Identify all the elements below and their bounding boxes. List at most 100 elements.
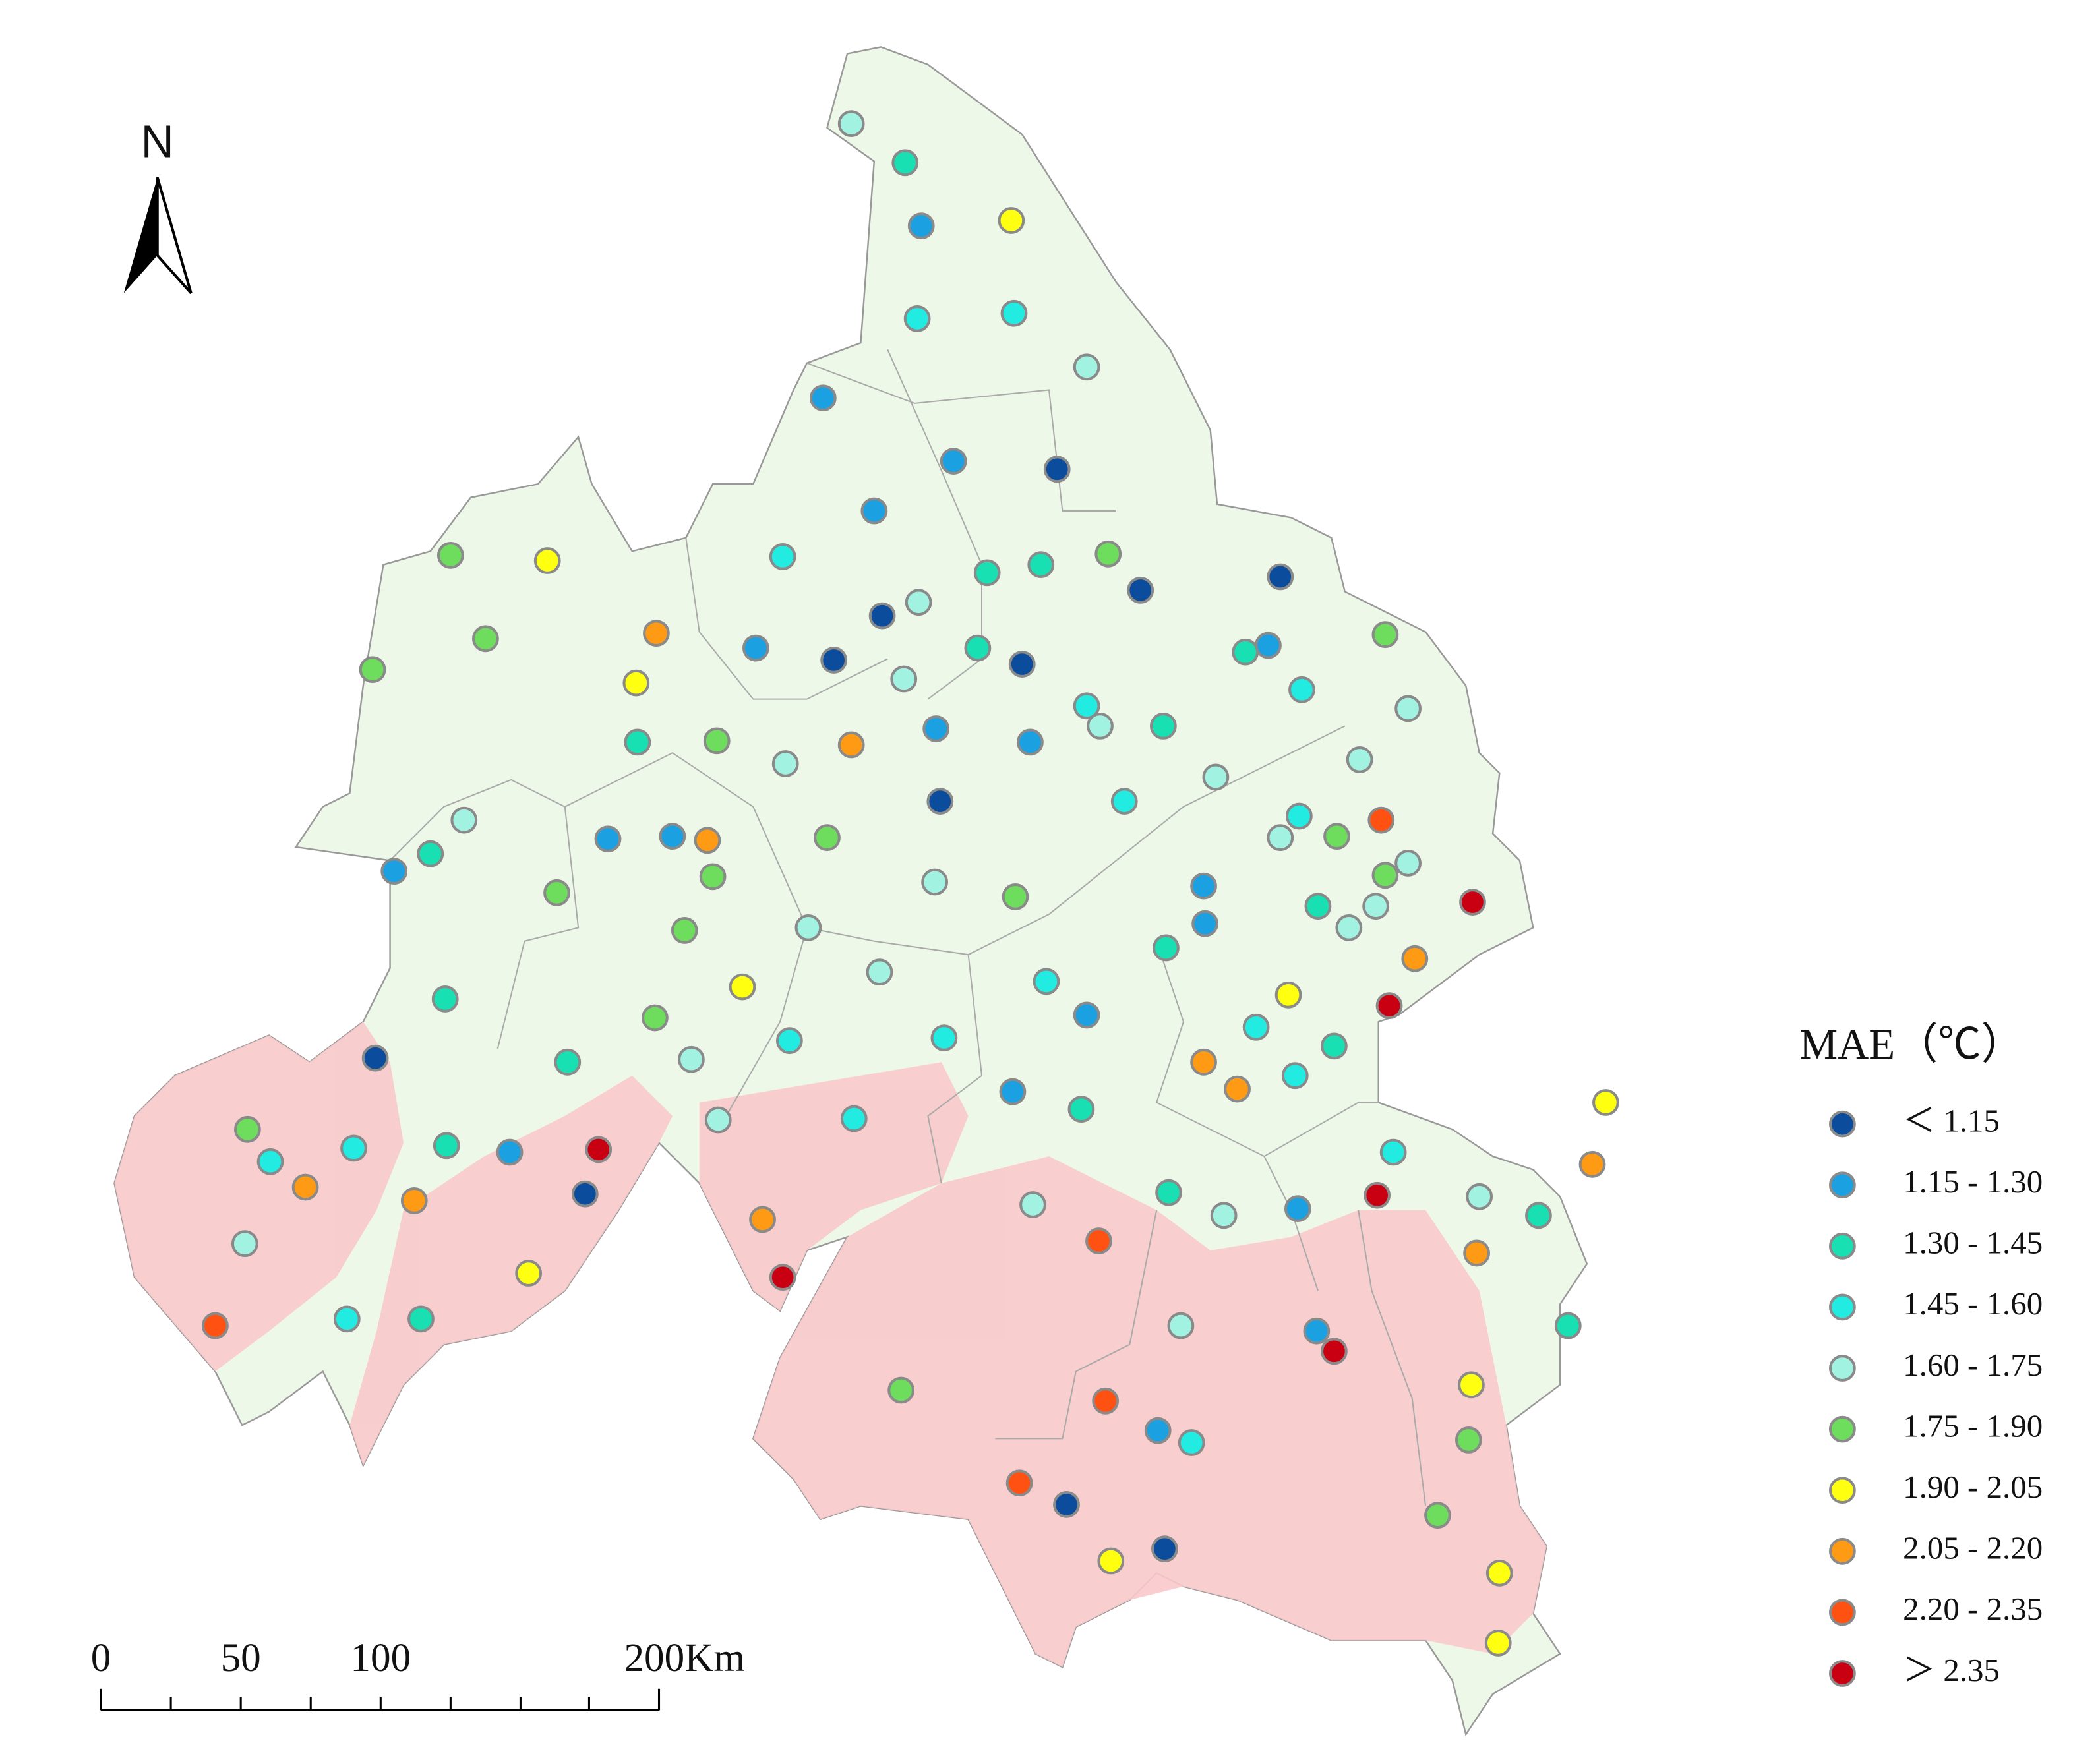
legend-swatch bbox=[1828, 1232, 1856, 1260]
station bbox=[1371, 862, 1399, 889]
station bbox=[1151, 1535, 1178, 1563]
station bbox=[837, 731, 865, 759]
station bbox=[1191, 910, 1218, 937]
station bbox=[571, 1180, 599, 1208]
station bbox=[594, 825, 622, 853]
station bbox=[1094, 540, 1122, 568]
station bbox=[1053, 1490, 1080, 1518]
station bbox=[1459, 889, 1486, 916]
legend-swatch bbox=[1828, 1293, 1856, 1321]
station bbox=[359, 656, 386, 684]
station bbox=[1281, 1062, 1309, 1090]
station bbox=[1285, 802, 1313, 830]
station bbox=[999, 1078, 1027, 1105]
station bbox=[1000, 299, 1028, 327]
station bbox=[450, 806, 478, 834]
legend-label: ＞ 2.35 bbox=[1903, 1652, 2000, 1688]
station bbox=[1346, 746, 1373, 773]
scale-label: 50 bbox=[221, 1635, 261, 1680]
station bbox=[533, 547, 561, 574]
station bbox=[1110, 788, 1138, 815]
legend-swatch bbox=[1828, 1110, 1856, 1138]
station bbox=[1017, 728, 1044, 756]
station bbox=[1097, 1547, 1125, 1575]
station bbox=[1401, 945, 1429, 972]
station bbox=[769, 1264, 796, 1291]
station bbox=[973, 559, 1001, 587]
legend-swatch bbox=[1828, 1537, 1856, 1565]
station bbox=[1242, 1013, 1270, 1041]
station bbox=[1367, 806, 1395, 834]
station bbox=[1008, 651, 1036, 678]
stations bbox=[202, 110, 1619, 1657]
legend-swatch bbox=[1828, 1171, 1856, 1199]
station bbox=[407, 1305, 435, 1333]
station bbox=[930, 1024, 958, 1051]
station bbox=[1592, 1089, 1619, 1116]
station bbox=[340, 1134, 367, 1162]
station bbox=[1335, 914, 1363, 941]
station bbox=[866, 958, 893, 986]
station bbox=[1578, 1150, 1606, 1178]
station bbox=[1375, 992, 1403, 1020]
station bbox=[1321, 1032, 1348, 1060]
station bbox=[1085, 1227, 1112, 1254]
station bbox=[233, 1115, 261, 1143]
station bbox=[417, 840, 444, 867]
station bbox=[1304, 893, 1332, 920]
scale-label: 100 bbox=[350, 1635, 411, 1680]
legend-label: ＜ 1.15 bbox=[1903, 1102, 2000, 1138]
station bbox=[1394, 850, 1422, 877]
station bbox=[703, 727, 731, 755]
station bbox=[1210, 1202, 1238, 1229]
station bbox=[643, 620, 670, 647]
legend-label: 1.45 - 1.60 bbox=[1903, 1285, 2043, 1322]
station bbox=[1364, 1181, 1391, 1209]
station bbox=[1153, 934, 1180, 962]
station bbox=[926, 788, 954, 815]
station bbox=[998, 207, 1025, 234]
station bbox=[1087, 713, 1114, 740]
station bbox=[1002, 883, 1029, 910]
station bbox=[1371, 621, 1399, 649]
station bbox=[1092, 1387, 1120, 1415]
station bbox=[431, 985, 459, 1013]
station bbox=[1323, 823, 1350, 850]
scale-label: 200Km bbox=[624, 1635, 745, 1680]
station bbox=[1190, 1048, 1217, 1076]
station bbox=[1554, 1312, 1582, 1339]
station bbox=[1127, 577, 1154, 604]
station bbox=[1202, 763, 1230, 791]
station bbox=[840, 1105, 868, 1132]
station bbox=[1525, 1202, 1552, 1229]
mountains bbox=[114, 1022, 1547, 1668]
station bbox=[699, 863, 727, 891]
legend-swatch bbox=[1828, 1415, 1856, 1443]
legend-title: MAE（℃） bbox=[1799, 1021, 2024, 1069]
legend-swatch bbox=[1828, 1477, 1856, 1504]
station bbox=[1033, 968, 1060, 995]
station bbox=[1463, 1239, 1490, 1267]
station bbox=[361, 1044, 389, 1072]
station bbox=[794, 914, 822, 941]
station bbox=[436, 541, 464, 569]
station bbox=[671, 917, 698, 944]
scale-labels: 0 50 100 200Km bbox=[91, 1635, 745, 1680]
station bbox=[820, 647, 848, 674]
station bbox=[1267, 563, 1294, 591]
station bbox=[333, 1305, 361, 1333]
station bbox=[1019, 1191, 1046, 1218]
station bbox=[256, 1148, 284, 1175]
station bbox=[890, 665, 918, 693]
station bbox=[1043, 456, 1071, 483]
station bbox=[887, 1376, 915, 1404]
station bbox=[1454, 1426, 1482, 1454]
station bbox=[1362, 893, 1390, 920]
station bbox=[1224, 1075, 1251, 1103]
legend: ＜ 1.15 1.15 - 1.30 1.30 - 1.45 1.45 - 1.60 1… bbox=[1828, 1102, 2043, 1688]
station bbox=[891, 149, 919, 177]
station bbox=[704, 1106, 732, 1134]
station bbox=[471, 625, 499, 653]
boundaries bbox=[389, 349, 1427, 1506]
station bbox=[1485, 1559, 1513, 1587]
